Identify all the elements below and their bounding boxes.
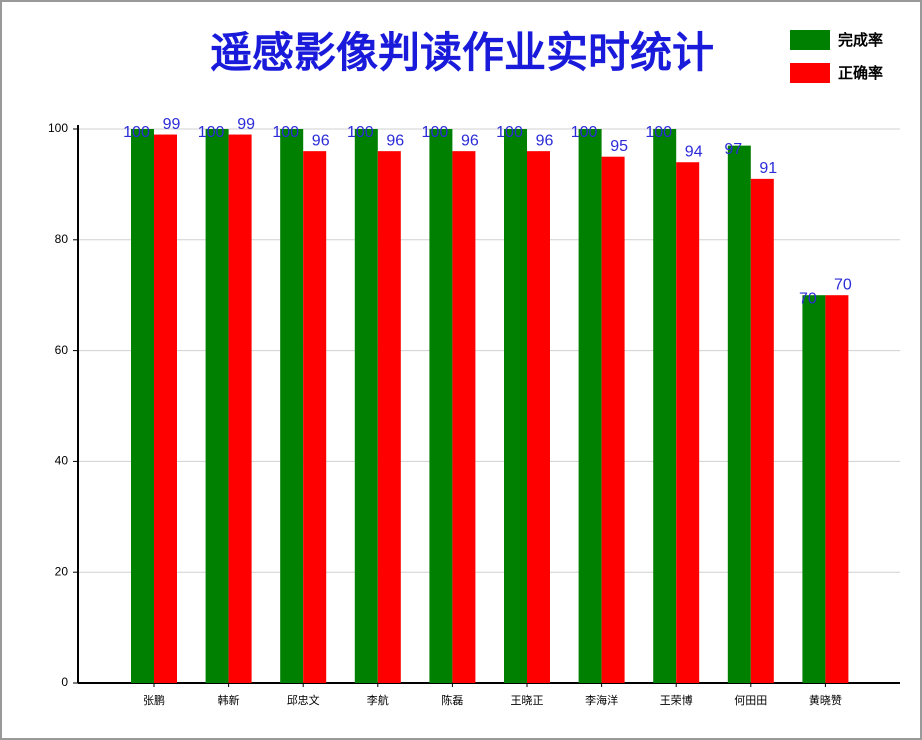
x-tick-label: 陈磊 <box>441 693 463 707</box>
y-tick-label: 20 <box>55 564 69 578</box>
bar <box>452 151 476 683</box>
value-label: 97 <box>724 141 742 158</box>
bar <box>653 129 677 683</box>
value-label: 96 <box>386 132 404 149</box>
bar <box>228 134 252 684</box>
value-label: 99 <box>163 116 181 133</box>
bar <box>825 295 849 683</box>
value-label: 100 <box>645 124 672 141</box>
x-tick-label: 张鹏 <box>143 694 165 707</box>
value-label: 95 <box>610 138 628 155</box>
y-tick-label: 40 <box>55 454 69 468</box>
bar <box>377 151 401 683</box>
x-tick-label: 李航 <box>367 693 389 707</box>
bar <box>131 129 154 683</box>
x-tick-label: 王荣博 <box>660 694 693 707</box>
bar <box>154 134 177 684</box>
bar <box>504 129 527 683</box>
value-label: 100 <box>198 124 225 141</box>
y-tick-label: 60 <box>55 343 69 357</box>
value-label: 99 <box>237 116 255 133</box>
value-label: 70 <box>834 276 852 293</box>
x-tick-label: 王晓正 <box>511 694 544 707</box>
value-label: 100 <box>272 124 299 141</box>
legend-swatch <box>790 63 830 83</box>
bar <box>676 162 700 684</box>
bar <box>303 151 327 683</box>
x-tick-label: 韩新 <box>218 693 240 707</box>
legend-label: 正确率 <box>838 64 883 82</box>
x-tick-label: 李海洋 <box>585 693 618 707</box>
value-label: 96 <box>536 132 554 149</box>
bar <box>578 129 602 683</box>
y-tick-label: 100 <box>48 121 68 135</box>
value-label: 96 <box>461 132 479 149</box>
bar <box>527 151 550 683</box>
bar <box>727 145 751 683</box>
value-label: 100 <box>571 124 598 141</box>
value-label: 100 <box>347 124 374 141</box>
value-label: 96 <box>312 132 330 149</box>
value-label: 100 <box>422 124 449 141</box>
bar <box>354 129 378 683</box>
value-label: 70 <box>799 290 817 307</box>
bar <box>802 295 826 683</box>
value-label: 94 <box>685 143 703 160</box>
y-tick-label: 80 <box>55 232 69 246</box>
bar <box>280 129 304 683</box>
x-tick-label: 邱忠文 <box>287 693 320 707</box>
value-label: 100 <box>123 124 150 141</box>
bar <box>750 178 774 684</box>
legend-swatch <box>790 30 830 50</box>
x-tick-label: 何田田 <box>734 694 767 707</box>
legend-label: 完成率 <box>838 31 883 49</box>
value-label: 100 <box>496 124 523 141</box>
y-tick-label: 0 <box>61 675 68 689</box>
value-label: 91 <box>759 160 777 177</box>
chart-title: 遥感影像判读作业实时统计 <box>210 29 714 76</box>
bar <box>205 129 229 683</box>
bar <box>601 156 625 683</box>
bar <box>429 129 453 683</box>
x-tick-label: 黄晓赞 <box>809 693 842 707</box>
